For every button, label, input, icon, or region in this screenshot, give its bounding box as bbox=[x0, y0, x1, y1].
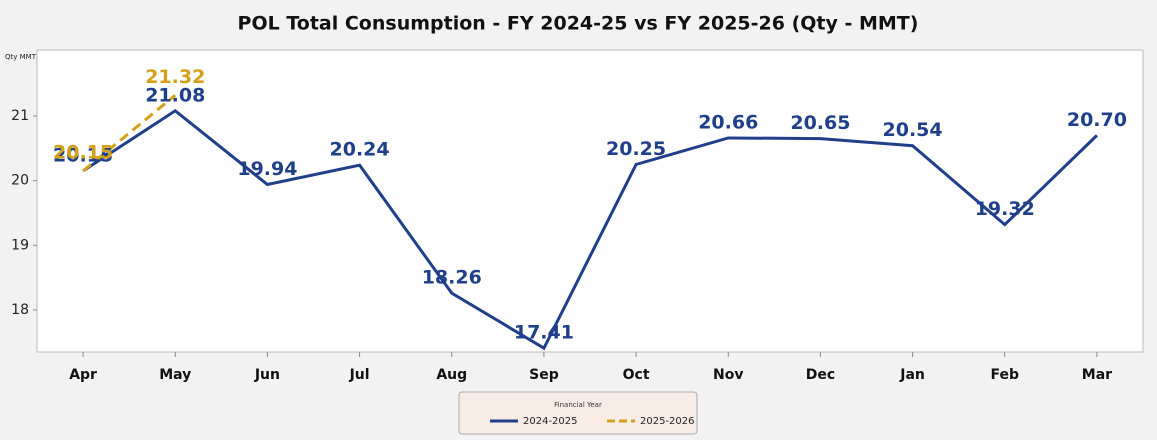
data-label: 17.41 bbox=[514, 322, 574, 344]
data-label: 19.32 bbox=[975, 198, 1035, 220]
x-tick-label: Sep bbox=[529, 367, 559, 383]
data-label: 21.32 bbox=[145, 66, 205, 88]
x-tick-label: Dec bbox=[806, 367, 835, 383]
data-label: 21.08 bbox=[145, 84, 205, 106]
x-tick-label: Nov bbox=[713, 367, 743, 383]
x-tick-label: Apr bbox=[69, 367, 97, 383]
legend-title: Financial Year bbox=[554, 401, 602, 409]
x-tick-label: May bbox=[159, 367, 191, 383]
plot-area bbox=[36, 49, 1144, 353]
series-line bbox=[82, 94, 177, 173]
data-label: 18.26 bbox=[422, 267, 482, 289]
series-line bbox=[82, 108, 1098, 351]
x-tick-label: Jan bbox=[899, 367, 925, 383]
data-label: 20.66 bbox=[698, 111, 758, 133]
chart-title: POL Total Consumption - FY 2024-25 vs FY… bbox=[238, 13, 919, 35]
y-tick-label: 20 bbox=[11, 173, 29, 189]
y-tick-label: 19 bbox=[11, 237, 29, 253]
data-label: 20.15 bbox=[53, 144, 113, 166]
legend-label: 2025-2026 bbox=[640, 416, 695, 427]
x-tick-label: Jul bbox=[349, 367, 370, 383]
y-tick-label: 21 bbox=[11, 108, 29, 124]
y-axis-label: Qty MMT bbox=[5, 53, 37, 61]
y-tick-label: 18 bbox=[11, 302, 29, 318]
data-label: 20.25 bbox=[606, 138, 666, 160]
x-tick-label: Oct bbox=[623, 367, 650, 383]
data-label: 20.15 bbox=[53, 141, 113, 163]
legend bbox=[458, 391, 698, 435]
data-label: 20.24 bbox=[330, 139, 390, 161]
data-label: 19.94 bbox=[237, 158, 297, 180]
x-tick-label: Jun bbox=[254, 367, 280, 383]
legend-label: 2024-2025 bbox=[523, 416, 578, 427]
x-tick-label: Feb bbox=[990, 367, 1019, 383]
x-tick-label: Mar bbox=[1082, 367, 1112, 383]
x-tick-label: Aug bbox=[436, 367, 467, 383]
data-label: 20.65 bbox=[790, 112, 850, 134]
data-label: 20.54 bbox=[883, 119, 943, 141]
data-label: 20.70 bbox=[1067, 109, 1127, 131]
